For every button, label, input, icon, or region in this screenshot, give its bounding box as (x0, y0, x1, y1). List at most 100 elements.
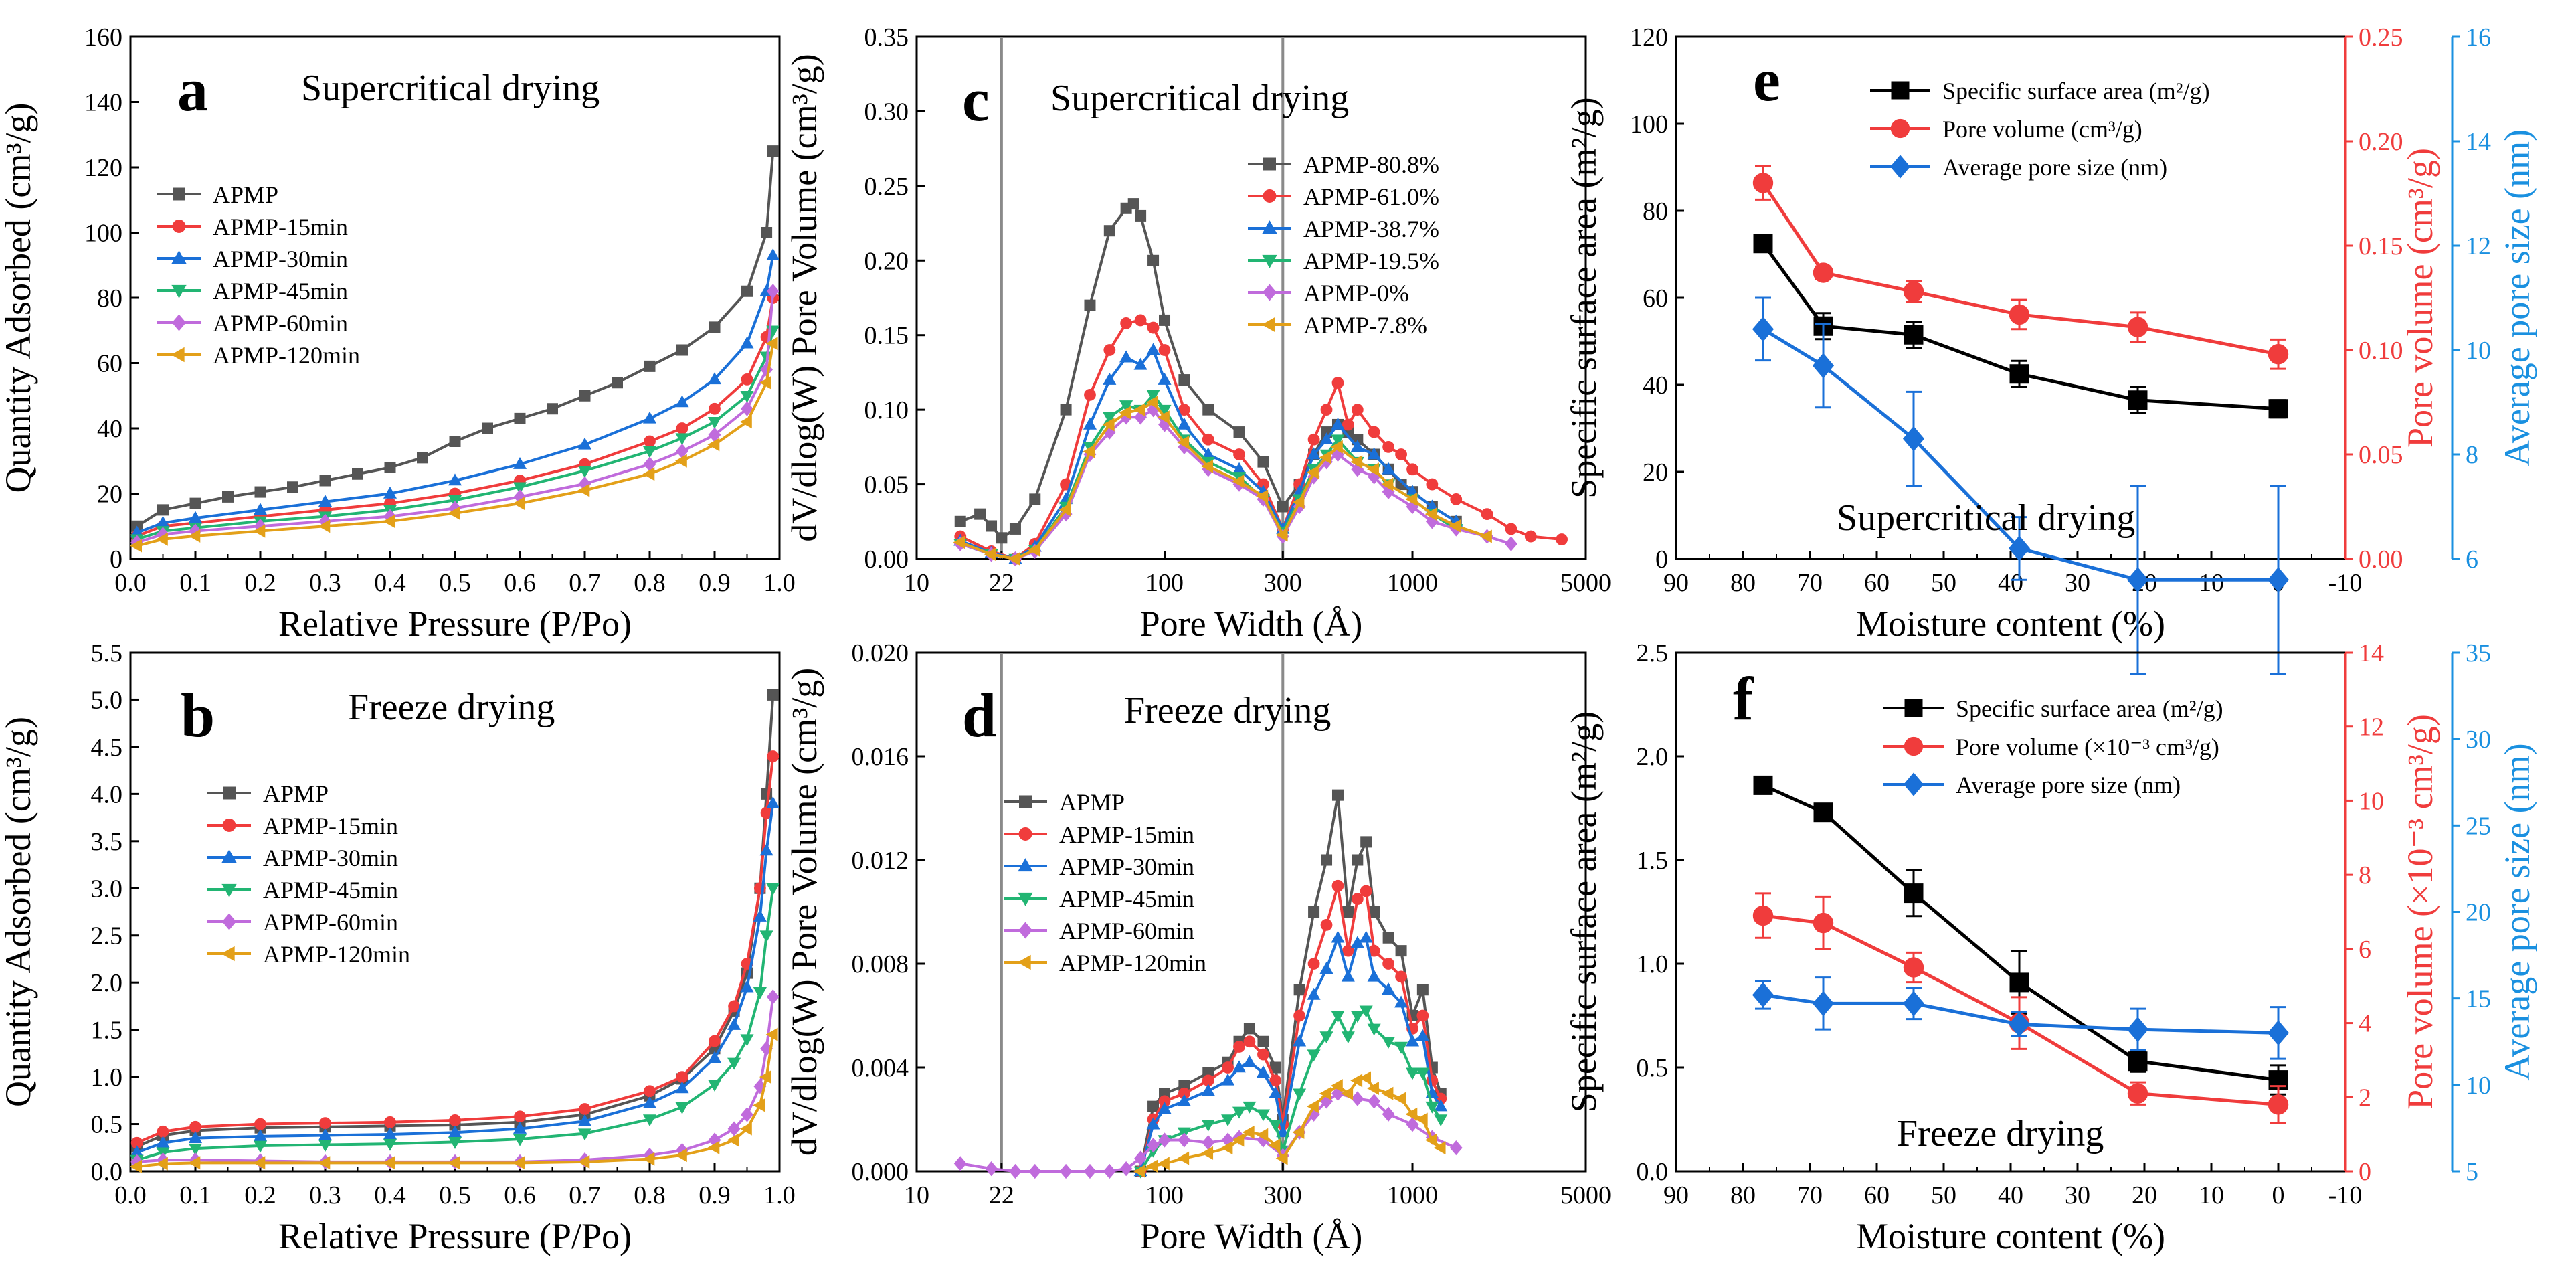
data-point (740, 980, 754, 993)
data-point (448, 506, 460, 520)
y-tick-label: 0.004 (852, 1054, 909, 1082)
data-point (709, 321, 721, 333)
data-point (1293, 1009, 1305, 1022)
data-point (707, 1140, 720, 1154)
data-point (727, 1121, 741, 1136)
data-point (727, 1057, 741, 1070)
data-point (707, 1080, 722, 1092)
panel-title: Freeze drying (1124, 690, 1331, 732)
data-point (1145, 1159, 1158, 1173)
data-point (547, 403, 558, 415)
data-point (319, 475, 331, 487)
data-point (1242, 1125, 1255, 1139)
panel-b: 0.0 0.1 0.2 0.3 0.4 0.5 0.6 0.7 0.8 0.9 1.0 Relativ… (0, 639, 796, 1256)
x-tick-label: 0.0 (114, 569, 147, 597)
data-point (1394, 1041, 1408, 1054)
x-tick-label: 50 (1931, 1181, 1956, 1209)
y-tick-label: 140 (84, 89, 122, 117)
legend-label: APMP-30min (1059, 853, 1194, 880)
series-5 (130, 1027, 778, 1174)
y-tick-label: 0.5 (1637, 1054, 1669, 1082)
data-point (579, 1103, 591, 1115)
x-tick-label: 20 (2132, 1181, 2157, 1209)
y-tick-label: 0.016 (852, 743, 909, 771)
series-2 (1752, 296, 2290, 675)
y-tick-label: 1.5 (1637, 847, 1669, 875)
legend-label: APMP-60min (1059, 918, 1194, 944)
data-point (675, 395, 689, 408)
data-point (1146, 343, 1160, 355)
y-tick-label: 0.05 (864, 471, 909, 499)
y-tick-label: 14 (2359, 639, 2384, 667)
data-point (1368, 426, 1380, 438)
data-point (1341, 1086, 1354, 1100)
data-point (1382, 462, 1396, 475)
x-tick-label: 1.0 (763, 1181, 796, 1209)
series-line (1139, 794, 1443, 1172)
series-2 (130, 796, 780, 1158)
data-point (2267, 1020, 2290, 1046)
data-point (676, 422, 688, 434)
legend-marker (1890, 155, 1910, 179)
data-point (1232, 1133, 1245, 1147)
data-point (1084, 299, 1096, 311)
y-tick-label: 3.5 (91, 828, 123, 856)
data-point (1367, 462, 1379, 477)
data-point (253, 1140, 268, 1153)
y-tick-label: 3.0 (91, 875, 123, 903)
y-tick-label: 0.10 (2359, 337, 2403, 365)
data-point (1103, 412, 1117, 424)
y-tick-label: 0.012 (852, 847, 909, 875)
data-point (1177, 436, 1190, 450)
data-point (2268, 1094, 2289, 1115)
legend-marker (1904, 699, 1923, 717)
data-point (448, 473, 462, 486)
data-point (1505, 523, 1517, 535)
data-point (727, 1017, 741, 1030)
data-point (1405, 492, 1418, 506)
data-point (1395, 448, 1407, 460)
y-tick-label: 0.10 (864, 396, 909, 424)
legend-marker (172, 220, 186, 233)
data-point (1307, 447, 1321, 460)
y-tick-label: 0.00 (2359, 545, 2403, 574)
legend-label: APMP-45min (263, 877, 398, 904)
series-line (1761, 242, 2279, 411)
y-tick-label: 2 (2359, 1084, 2371, 1112)
y-tick-label: 40 (1643, 371, 1668, 400)
x-axis-label: Moisture content (%) (1856, 1216, 2165, 1256)
y-tick-label: 10 (2466, 1072, 2491, 1100)
data-point (1222, 1061, 1234, 1074)
y-tick-label: 4.0 (91, 780, 123, 808)
data-point (1351, 404, 1364, 416)
data-point (1424, 1133, 1437, 1147)
x-tick-label: 22 (989, 1181, 1014, 1209)
data-point (1433, 1141, 1446, 1155)
x-tick-label: 60 (1864, 1181, 1890, 1209)
data-point (644, 360, 656, 372)
data-point (1382, 1036, 1396, 1049)
data-point (1083, 1163, 1097, 1179)
y-tick-label: 8 (2359, 861, 2371, 889)
y-tick-label: 0.5 (91, 1111, 123, 1139)
panel-letter: a (177, 56, 208, 124)
data-point (766, 883, 780, 895)
data-point (767, 145, 779, 157)
y-axis-label: dV/dlog(W) Pore Volume (cm³/g) (784, 668, 824, 1156)
y-axis-label: Pore volume (cm³/g) (2400, 148, 2440, 448)
data-point (759, 930, 773, 943)
x-tick-label: 0.8 (634, 1181, 666, 1209)
data-point (765, 1027, 778, 1041)
legend-label: APMP-15min (1059, 821, 1194, 848)
data-point (254, 1118, 266, 1130)
data-point (1256, 489, 1269, 503)
data-point (2009, 364, 2029, 384)
data-point (1103, 344, 1116, 356)
data-point (1103, 372, 1117, 385)
x-axis-label: Pore Width (Å) (1140, 604, 1363, 644)
data-point (1813, 912, 1834, 934)
series-line (1762, 784, 2279, 1082)
x-axis-label: Moisture content (%) (1856, 604, 2165, 644)
legend-label: Specific surface area (m²/g) (1942, 78, 2210, 104)
data-point (709, 402, 721, 415)
